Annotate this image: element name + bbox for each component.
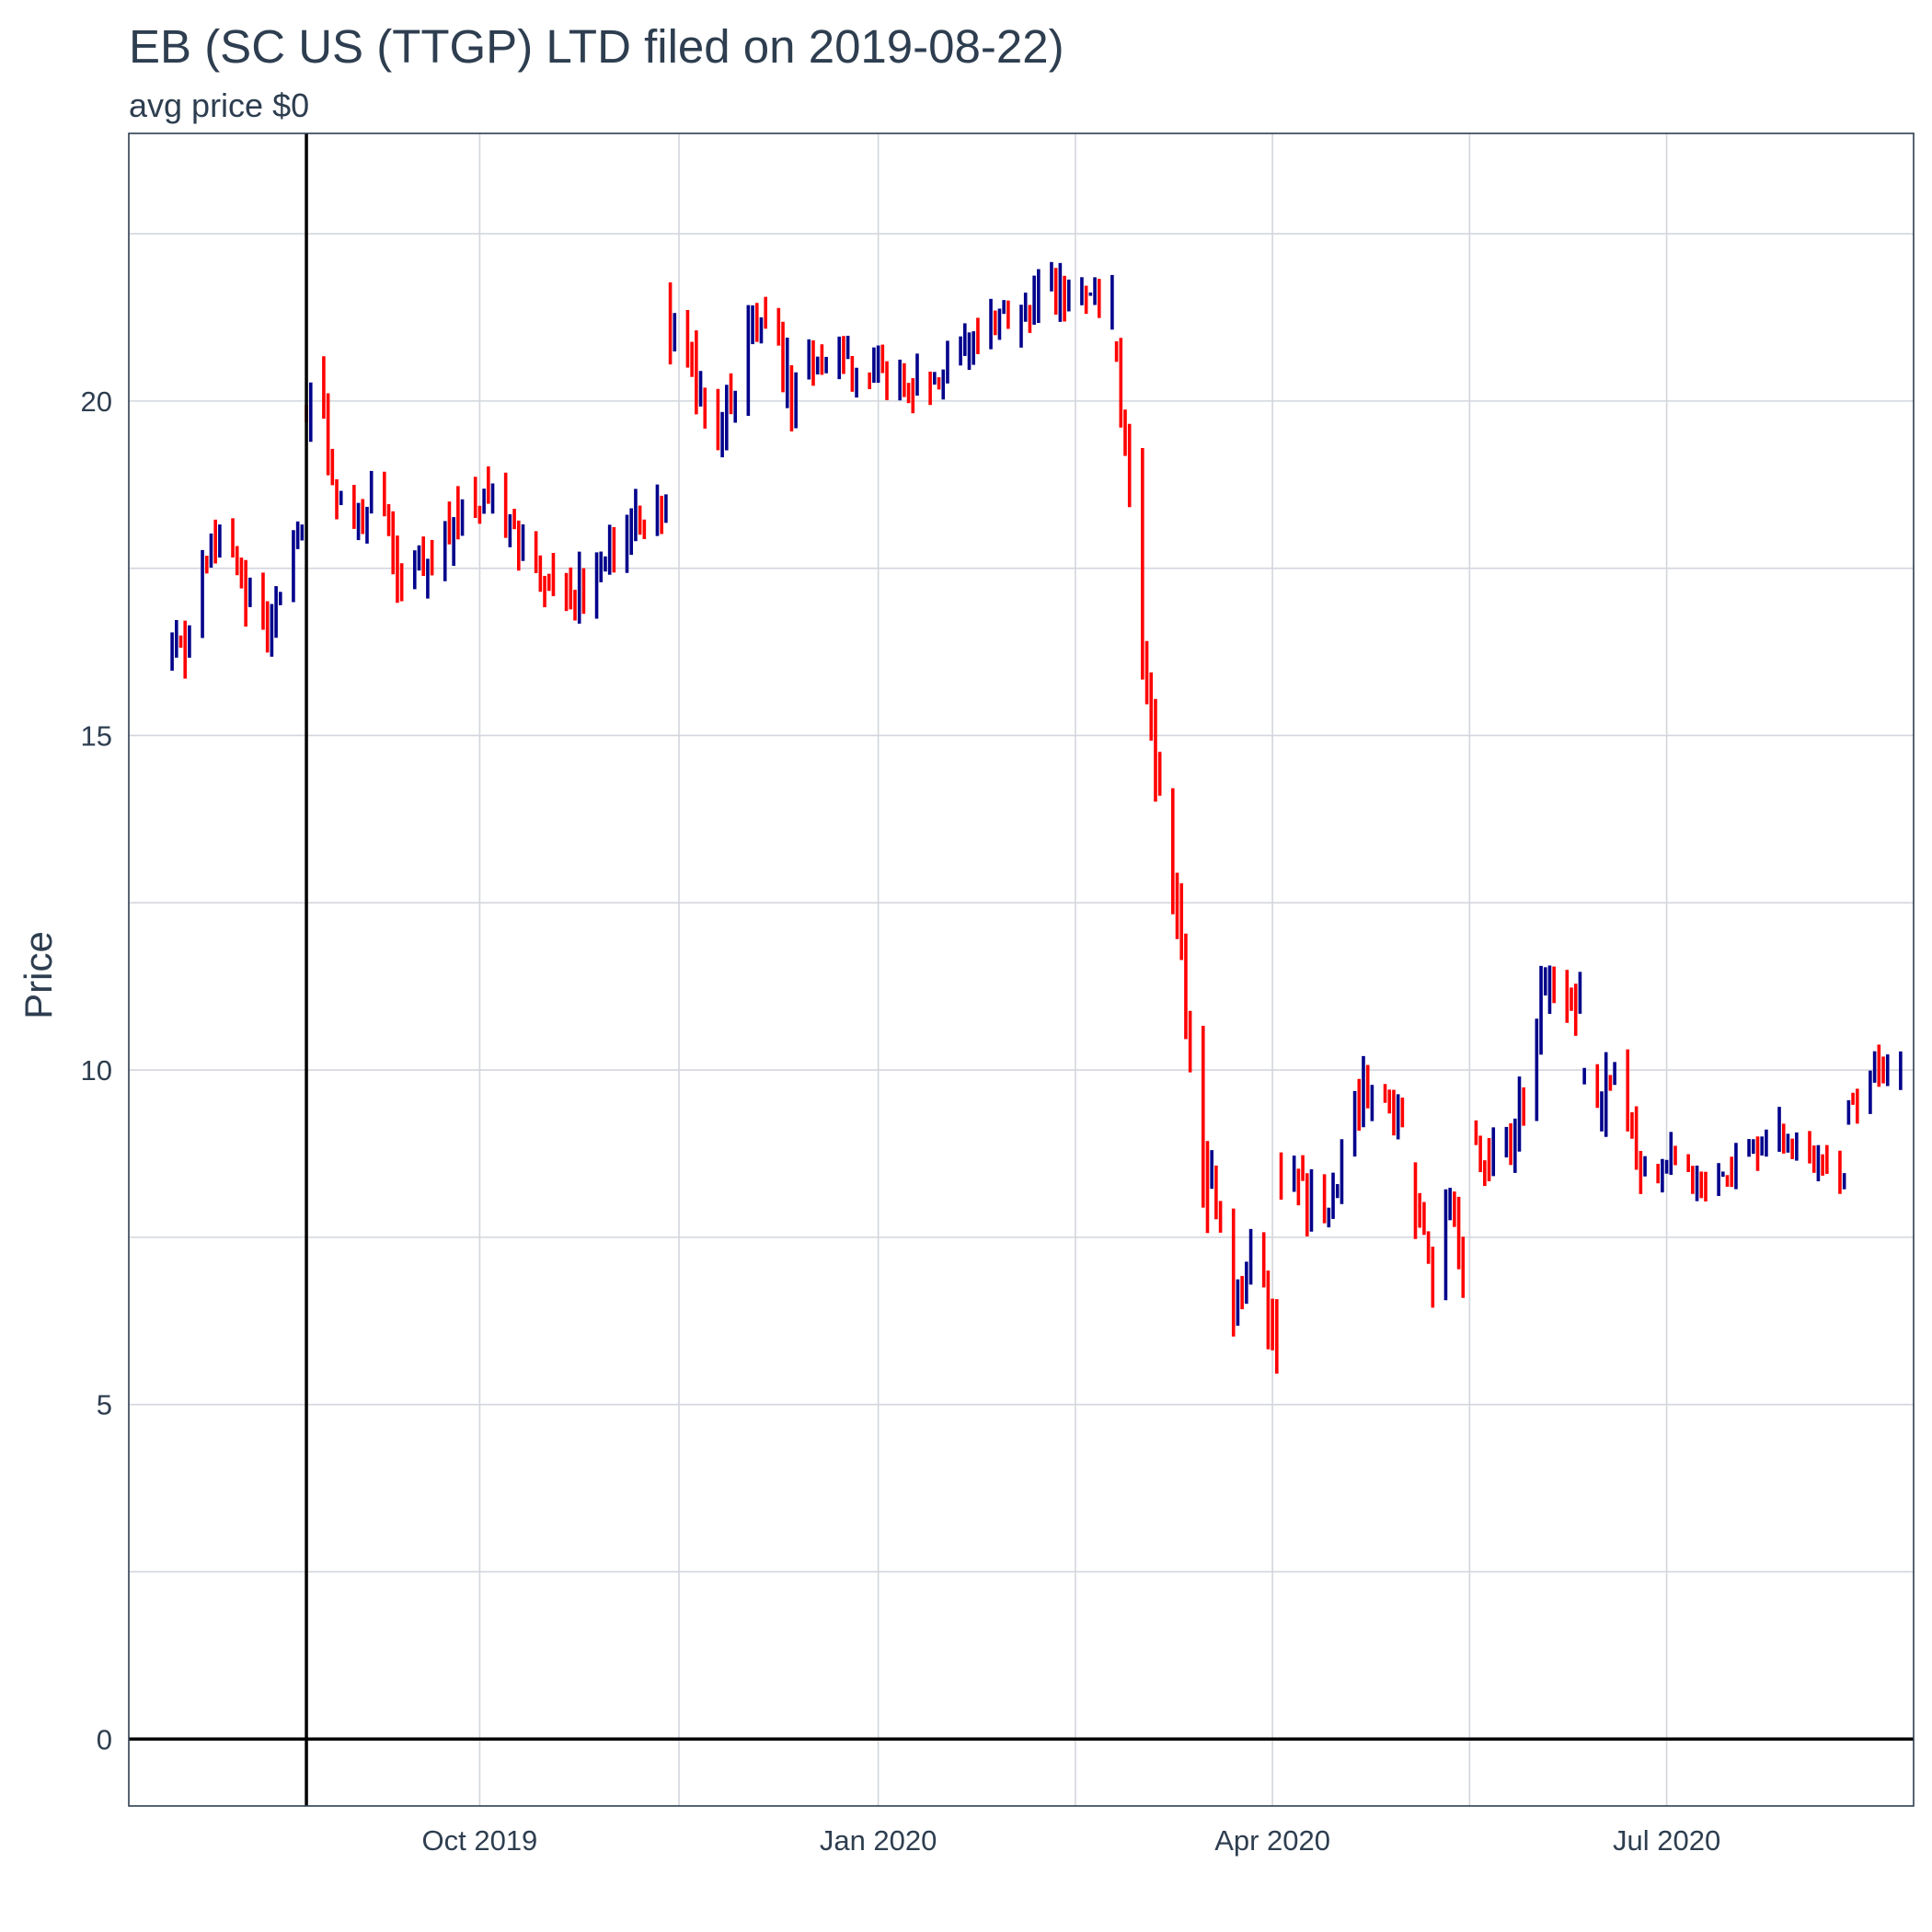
plot-panel: [129, 133, 1914, 1806]
reference-lines: [129, 133, 1914, 1806]
chart-title: EB (SC US (TTGP) LTD filed on 2019-08-22…: [129, 20, 1064, 73]
chart-subtitle: avg price $0: [129, 86, 309, 124]
y-tick-label: 5: [97, 1389, 112, 1421]
price-bars: [170, 261, 1903, 1374]
y-axis-ticks: 0 5 10 15 20: [81, 385, 112, 1755]
x-tick-label: Oct 2019: [422, 1824, 538, 1857]
y-tick-label: 0: [97, 1723, 112, 1755]
y-tick-label: 20: [81, 385, 112, 418]
x-axis-ticks: Oct 2019 Jan 2020 Apr 2020 Jul 2020: [422, 1824, 1721, 1857]
x-tick-label: Jan 2020: [820, 1824, 937, 1857]
x-tick-label: Jul 2020: [1613, 1824, 1720, 1857]
x-tick-label: Apr 2020: [1214, 1824, 1330, 1857]
plot-frame: [128, 132, 1915, 1807]
y-tick-label: 15: [81, 719, 112, 752]
y-axis-label: Price: [17, 931, 60, 1019]
y-tick-label: 10: [81, 1054, 112, 1087]
